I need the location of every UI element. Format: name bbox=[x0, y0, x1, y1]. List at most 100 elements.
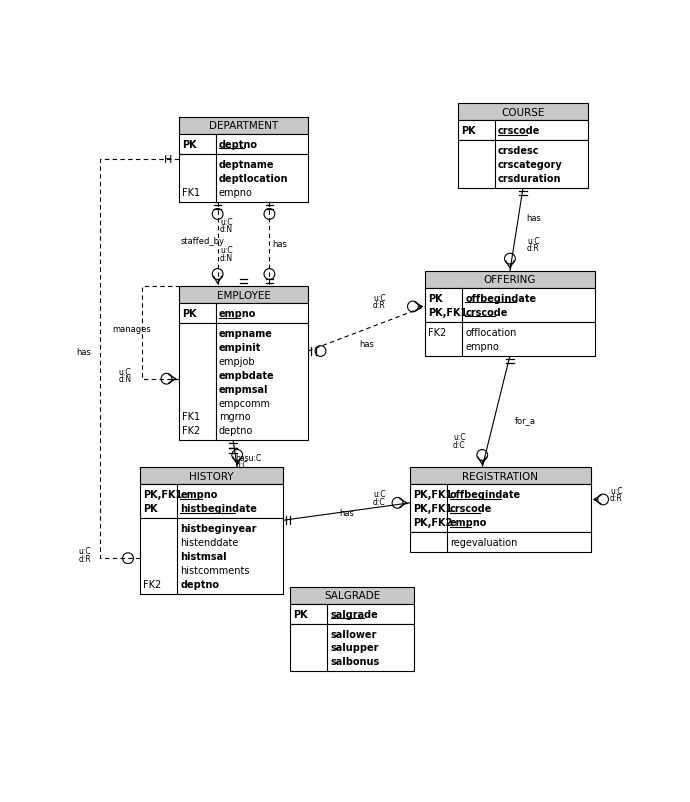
Text: offbegindate: offbegindate bbox=[450, 489, 521, 500]
Text: crscategory: crscategory bbox=[497, 160, 562, 170]
Text: staffed_by: staffed_by bbox=[181, 237, 225, 245]
Text: histbegindate: histbegindate bbox=[180, 504, 257, 513]
Text: has: has bbox=[526, 214, 541, 223]
Text: H: H bbox=[164, 155, 172, 165]
Text: FK2: FK2 bbox=[428, 327, 446, 338]
Text: HISTORY: HISTORY bbox=[189, 471, 234, 481]
Text: FK2: FK2 bbox=[144, 579, 161, 589]
Text: empinit: empinit bbox=[219, 342, 262, 353]
Text: DEPARTMENT: DEPARTMENT bbox=[209, 121, 278, 132]
Text: u:C: u:C bbox=[119, 367, 131, 376]
Text: d:N: d:N bbox=[119, 375, 132, 383]
Bar bbox=[179, 135, 308, 155]
Bar bbox=[179, 287, 308, 304]
Text: PK: PK bbox=[182, 309, 197, 319]
Text: u:C: u:C bbox=[220, 218, 233, 227]
Text: FK1: FK1 bbox=[182, 412, 200, 422]
Bar bbox=[457, 141, 589, 188]
Text: d:C: d:C bbox=[373, 497, 386, 506]
Text: PK: PK bbox=[182, 140, 197, 150]
Text: deptlocation: deptlocation bbox=[219, 173, 288, 184]
Text: PK: PK bbox=[461, 126, 475, 136]
Bar bbox=[179, 118, 308, 135]
Text: hasu:C: hasu:C bbox=[235, 453, 262, 462]
Bar bbox=[140, 484, 283, 518]
Text: empname: empname bbox=[219, 329, 273, 339]
Text: deptname: deptname bbox=[219, 160, 275, 170]
Bar bbox=[410, 533, 591, 553]
Text: COURSE: COURSE bbox=[502, 107, 544, 117]
Text: PK: PK bbox=[428, 294, 443, 303]
Text: histmsal: histmsal bbox=[180, 551, 227, 561]
Text: empno: empno bbox=[219, 309, 256, 319]
Text: OFFERING: OFFERING bbox=[484, 275, 536, 285]
Bar bbox=[410, 484, 591, 533]
Text: empjob: empjob bbox=[219, 357, 255, 367]
Text: empcomm: empcomm bbox=[219, 398, 271, 408]
Text: has: has bbox=[339, 508, 354, 517]
Text: empno: empno bbox=[180, 489, 218, 500]
Text: d:C: d:C bbox=[235, 461, 248, 470]
Bar bbox=[290, 624, 414, 671]
Text: histbeginyear: histbeginyear bbox=[180, 524, 257, 533]
Bar bbox=[410, 468, 591, 484]
Bar bbox=[425, 272, 595, 289]
Text: EMPLOYEE: EMPLOYEE bbox=[217, 290, 270, 301]
Text: d:N: d:N bbox=[220, 253, 233, 262]
Bar bbox=[457, 104, 589, 121]
Text: has: has bbox=[273, 240, 287, 249]
Text: d:N: d:N bbox=[220, 225, 233, 233]
Bar bbox=[140, 518, 283, 593]
Text: deptno: deptno bbox=[180, 579, 219, 589]
Text: u:C: u:C bbox=[610, 486, 622, 495]
Text: PK,FK1: PK,FK1 bbox=[144, 489, 183, 500]
Text: mgrno: mgrno bbox=[219, 412, 250, 422]
Text: crscode: crscode bbox=[497, 126, 540, 136]
Text: histcomments: histcomments bbox=[180, 565, 250, 575]
Bar bbox=[140, 468, 283, 484]
Text: crscode: crscode bbox=[450, 504, 492, 513]
Text: u:C: u:C bbox=[453, 432, 466, 441]
Bar bbox=[290, 587, 414, 604]
Text: sallower: sallower bbox=[331, 629, 377, 639]
Text: salgrade: salgrade bbox=[331, 609, 378, 619]
Text: crsduration: crsduration bbox=[497, 173, 561, 184]
Text: crsdesc: crsdesc bbox=[497, 146, 539, 156]
Text: u:C: u:C bbox=[527, 237, 540, 245]
Text: crscode: crscode bbox=[465, 307, 508, 318]
Text: deptno: deptno bbox=[219, 140, 258, 150]
Text: manages: manages bbox=[112, 325, 151, 334]
Text: d:R: d:R bbox=[79, 554, 92, 563]
Bar bbox=[290, 604, 414, 624]
Text: empbdate: empbdate bbox=[219, 371, 275, 380]
Text: PK: PK bbox=[144, 504, 158, 513]
Bar bbox=[457, 121, 589, 141]
Text: REGISTRATION: REGISTRATION bbox=[462, 471, 538, 481]
Text: PK: PK bbox=[293, 609, 308, 619]
Text: empno: empno bbox=[450, 517, 487, 527]
Text: PK,FK1: PK,FK1 bbox=[413, 504, 452, 513]
Text: empmsal: empmsal bbox=[219, 384, 268, 395]
Text: for_a: for_a bbox=[515, 415, 535, 424]
Text: regevaluation: regevaluation bbox=[450, 537, 518, 547]
Text: has: has bbox=[76, 347, 91, 356]
Text: PK,FK1: PK,FK1 bbox=[428, 307, 468, 318]
Text: FK1: FK1 bbox=[182, 188, 200, 197]
Text: has: has bbox=[359, 339, 374, 348]
Text: d:R: d:R bbox=[527, 244, 540, 253]
Text: u:C: u:C bbox=[79, 546, 91, 555]
Text: d:R: d:R bbox=[373, 300, 386, 310]
Bar bbox=[425, 289, 595, 322]
Text: d:C: d:C bbox=[453, 440, 466, 449]
Text: u:C: u:C bbox=[220, 245, 233, 254]
Bar bbox=[425, 322, 595, 356]
Text: u:C: u:C bbox=[373, 294, 386, 302]
Text: empno: empno bbox=[219, 188, 253, 197]
Bar bbox=[179, 155, 308, 202]
Text: salbonus: salbonus bbox=[331, 657, 380, 666]
Text: salupper: salupper bbox=[331, 642, 379, 653]
Text: empno: empno bbox=[465, 341, 499, 351]
Text: PK,FK2: PK,FK2 bbox=[413, 517, 452, 527]
Bar bbox=[179, 304, 308, 324]
Text: deptno: deptno bbox=[219, 426, 253, 435]
